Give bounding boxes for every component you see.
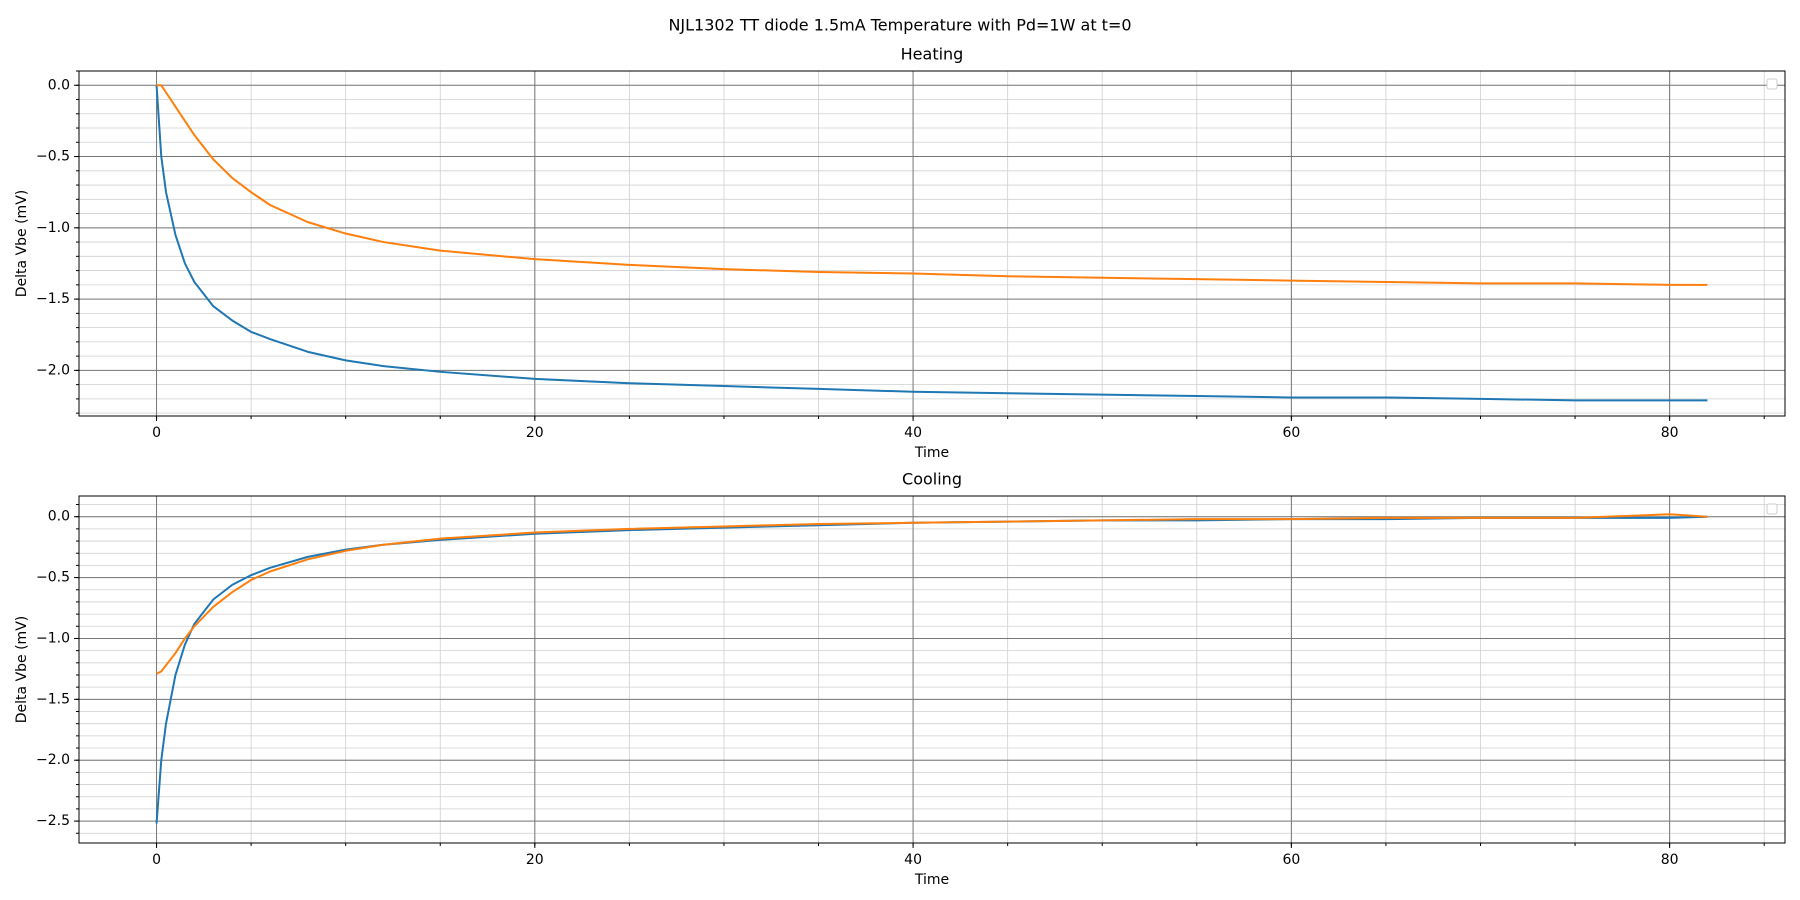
y-tick-label: −2.0 (36, 752, 70, 768)
x-tick-label: 20 (526, 425, 544, 441)
y-tick-label: −0.5 (36, 570, 70, 586)
y-tick-label: −1.5 (36, 291, 70, 307)
axes-frame (78, 495, 1786, 844)
y-axis-label: Delta Vbe (mV) (14, 190, 30, 297)
x-tick-label: 80 (1661, 852, 1679, 868)
y-tick-label: −1.0 (36, 630, 70, 646)
x-tick-label: 60 (1282, 425, 1300, 441)
x-tick-label: 0 (152, 425, 161, 441)
axes-frame (78, 70, 1786, 417)
y-tick-label: −2.0 (36, 362, 70, 378)
x-tick-label: 60 (1282, 852, 1300, 868)
legend (1766, 78, 1778, 90)
series-line (156, 84, 1708, 286)
axes-title: Cooling (902, 470, 962, 489)
y-tick-label: −1.5 (36, 691, 70, 707)
legend (1766, 503, 1778, 515)
y-tick-label: −2.5 (36, 813, 70, 829)
x-tick-label: 80 (1661, 425, 1679, 441)
series-line (156, 513, 1708, 675)
series-line (155, 515, 1708, 824)
figure-title: NJL1302 TT diode 1.5mA Temperature with … (668, 16, 1131, 35)
axes: Cooling 0 20 40 60 80 −2.5 −2.0 −1.5 −1.0 −0.5 0.0 T… (14, 470, 1786, 888)
x-axis-label: Time (914, 872, 949, 888)
y-tick-label: −1.0 (36, 220, 70, 236)
x-tick-label: 40 (904, 425, 922, 441)
y-axis-label: Delta Vbe (mV) (14, 616, 30, 723)
y-tick-label: 0.0 (48, 509, 70, 525)
x-tick-label: 20 (526, 852, 544, 868)
x-axis-label: Time (914, 445, 949, 461)
y-tick-label: −0.5 (36, 149, 70, 165)
series-line (155, 85, 1708, 402)
x-tick-label: 0 (152, 852, 161, 868)
y-tick-label: 0.0 (48, 77, 70, 93)
x-tick-label: 40 (904, 852, 922, 868)
axes-title: Heating (901, 45, 964, 64)
axes: Heating 0 20 40 60 80 −2.0 −1.5 −1.0 −0.5 0.0 Time D… (14, 45, 1786, 461)
